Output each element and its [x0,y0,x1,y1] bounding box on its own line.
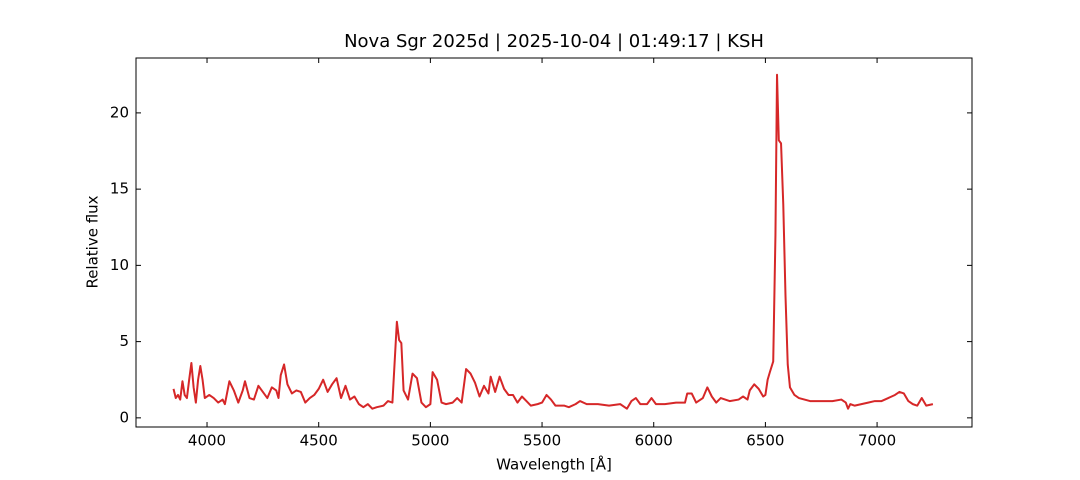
plot-frame [135,57,973,428]
y-tick-label: 15 [110,180,129,198]
y-tick-label: 10 [110,256,129,274]
y-tick-label: 0 [119,408,129,426]
y-tick-label: 5 [119,332,129,350]
y-tick-label: 20 [110,103,129,121]
x-tick-label: 6500 [746,432,784,450]
chart-title: Nova Sgr 2025d | 2025-10-04 | 01:49:17 |… [344,31,764,52]
y-axis-label: Relative flux [84,195,102,288]
x-tick-label: 4500 [300,432,338,450]
x-tick-label: 5500 [523,432,561,450]
x-tick-label: 7000 [858,432,896,450]
x-tick-label: 4000 [188,432,226,450]
spectrum-line [172,73,934,410]
x-tick-label: 6000 [635,432,673,450]
x-axis-label: Wavelength [Å] [496,455,612,474]
x-tick-label: 5000 [411,432,449,450]
